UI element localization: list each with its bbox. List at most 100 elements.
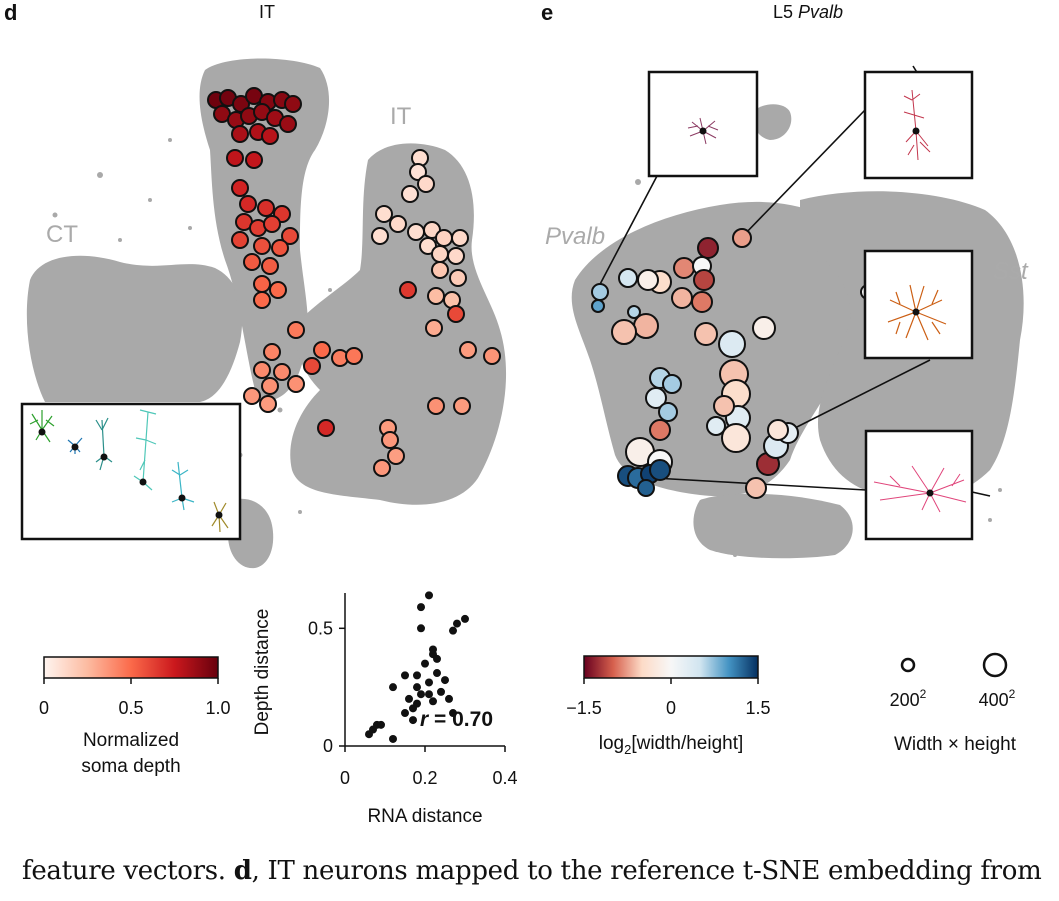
- scatter-y-tick-label: 0.5: [308, 618, 333, 638]
- pvalb-neuron-point: [691, 291, 713, 313]
- it-neuron-point: [345, 347, 363, 365]
- morphology-inset-1: [647, 70, 759, 178]
- caption-before: feature vectors.: [22, 856, 234, 886]
- scatter-point: [421, 659, 429, 668]
- panel-d-title: IT: [259, 2, 275, 22]
- scatter-y-tick-label: 0: [323, 736, 333, 756]
- embedding-region-bottom: [693, 493, 853, 559]
- it-neuron-point: [253, 361, 271, 379]
- colorbar-d-tick-1: 0.5: [118, 698, 143, 718]
- it-neuron-point: [401, 185, 419, 203]
- scatter-x-tick-label: 0.4: [492, 768, 517, 788]
- scatter-point: [429, 697, 437, 706]
- pvalb-neuron-point: [591, 299, 605, 313]
- scatter-point: [461, 614, 469, 623]
- it-neuron-point: [253, 237, 271, 255]
- caption-bold-d: d: [233, 856, 252, 886]
- pvalb-neuron-point: [713, 395, 735, 417]
- scatter-point: [449, 626, 457, 635]
- pvalb-neuron-point: [693, 269, 715, 291]
- it-neuron-point: [313, 341, 331, 359]
- pvalb-neuron-point: [637, 269, 659, 291]
- cluster-label-sst: Sst: [993, 258, 1029, 285]
- scatter-point: [437, 687, 445, 696]
- morphology-teal: [95, 417, 113, 471]
- scatter-point: [425, 690, 433, 699]
- it-neuron-point: [273, 363, 291, 381]
- size-legend-title: Width × height: [894, 734, 1017, 755]
- it-neuron-point: [459, 341, 477, 359]
- it-neuron-point: [226, 149, 244, 167]
- scatter-point: [425, 591, 433, 600]
- pvalb-neuron-point: [591, 283, 609, 301]
- figure-caption: feature vectors. d, IT neurons mapped to…: [22, 856, 1042, 886]
- pvalb-neuron-point: [645, 387, 667, 409]
- correlation-annotation: r = 0.70: [420, 708, 493, 731]
- it-neuron-point: [245, 151, 263, 169]
- it-neuron-point: [287, 375, 305, 393]
- pvalb-neuron-point: [694, 322, 718, 346]
- it-neuron-point: [239, 195, 257, 213]
- it-neuron-point: [317, 419, 335, 437]
- it-neuron-point: [279, 115, 297, 133]
- it-neuron-point: [231, 125, 249, 143]
- it-neuron-point: [417, 175, 435, 193]
- morphology-inset-d: [20, 402, 242, 541]
- colorbar-e-label-sub: 2: [624, 742, 631, 757]
- pvalb-neuron-point: [658, 402, 678, 422]
- pvalb-neuron-point: [649, 419, 671, 441]
- it-neuron-point: [303, 357, 321, 375]
- colorbar-e-tick-0: −1.5: [566, 698, 602, 718]
- pvalb-neuron-point: [752, 316, 776, 340]
- scatter-point: [389, 683, 397, 692]
- pvalb-neuron-point: [611, 319, 637, 345]
- size-legend-label-large: 4002: [979, 687, 1016, 710]
- it-neuron-point: [261, 127, 279, 145]
- it-neuron-point: [373, 459, 391, 477]
- scatter-point: [425, 678, 433, 687]
- size-legend: 2002 4002 Width × height: [890, 652, 1017, 755]
- it-neuron-points: [207, 87, 501, 477]
- morphology-olive: [211, 501, 229, 533]
- colorbar-e-tick-2: 1.5: [745, 698, 770, 718]
- it-neuron-point: [269, 281, 287, 299]
- pvalb-neuron-point: [767, 419, 789, 441]
- scatter-point: [417, 624, 425, 633]
- colorbar-e-tick-1: 0: [666, 698, 676, 718]
- panel-e-title: L5 Pvalb: [773, 2, 843, 22]
- it-neuron-point: [453, 397, 471, 415]
- panel-e: e L5 Pvalb Pvalb Sst: [541, 0, 1029, 757]
- correlation-value: = 0.70: [428, 708, 493, 731]
- it-neuron-point: [271, 239, 289, 257]
- colorbar-soma-depth: 0 0.5 1.0 Normalized soma depth: [39, 656, 231, 777]
- it-neuron-point: [371, 227, 389, 245]
- it-neuron-point: [447, 305, 465, 323]
- pvalb-neuron-point: [706, 416, 726, 436]
- scatter-point: [429, 645, 437, 654]
- it-neuron-point: [261, 257, 279, 275]
- colorbar-d-tick-2: 1.0: [205, 698, 230, 718]
- scatter-point: [377, 720, 385, 729]
- pvalb-neuron-point: [697, 237, 719, 259]
- scatter-point: [405, 694, 413, 703]
- pvalb-neuron-point: [662, 374, 682, 394]
- it-neuron-point: [243, 253, 261, 271]
- pvalb-neuron-point: [745, 477, 767, 499]
- it-neuron-point: [261, 377, 279, 395]
- pvalb-neuron-point: [627, 305, 641, 319]
- cluster-label-it: IT: [390, 103, 412, 130]
- cluster-label-ct: CT: [46, 221, 78, 248]
- pvalb-neuron-points: [591, 228, 876, 499]
- pvalb-neuron-point: [618, 268, 638, 288]
- morphology-aqua: [133, 409, 157, 491]
- scatter-point: [417, 690, 425, 699]
- pvalb-neuron-point: [721, 423, 751, 453]
- scatter-x-tick-label: 0.2: [412, 768, 437, 788]
- scatter-point: [433, 654, 441, 663]
- it-neuron-point: [243, 387, 261, 405]
- it-neuron-point: [284, 95, 302, 113]
- embedding-region-ct: [26, 255, 243, 402]
- it-neuron-point: [389, 215, 407, 233]
- it-neuron-point: [483, 347, 501, 365]
- size-legend-large-exp: 2: [1009, 687, 1016, 701]
